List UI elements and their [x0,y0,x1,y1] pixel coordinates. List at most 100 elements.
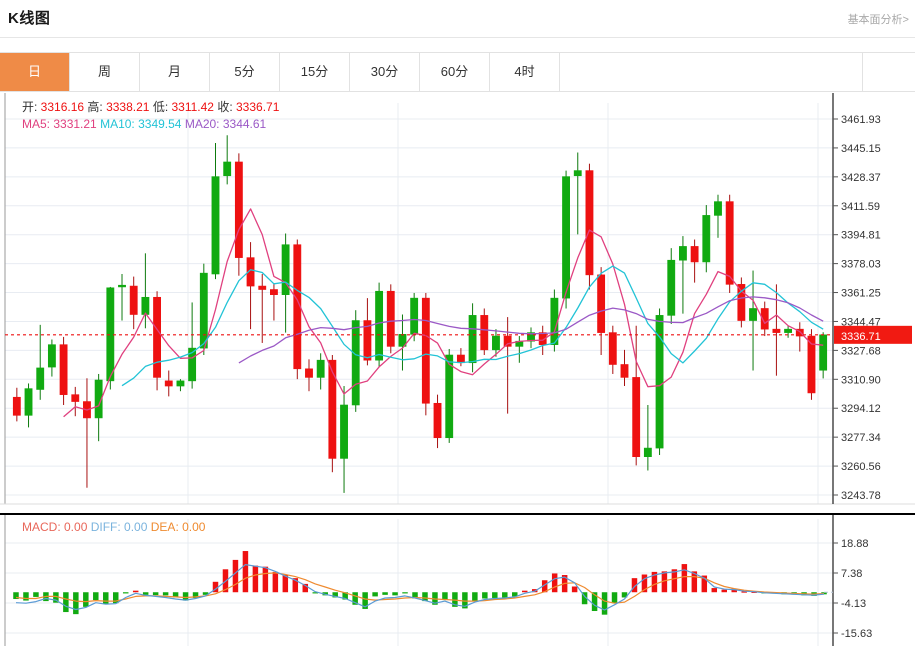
candle-body [24,388,33,416]
macd-bar [691,571,698,593]
candle-body [784,328,793,333]
macd-bar [242,551,249,593]
macd-bar [571,586,578,593]
candle-body [667,259,676,316]
ma5-line [63,208,824,418]
candle-body [760,308,769,330]
macd-bar [651,571,658,593]
candle-body [538,332,547,345]
macd-bar [292,578,299,593]
tab-5[interactable]: 30分 [350,53,420,91]
macd-bar [272,571,279,593]
candle-body [94,379,103,419]
macd-bar [23,592,29,601]
candle-body [363,320,372,361]
candle-body [36,367,45,390]
ma20-line [238,296,824,364]
macd-bar [372,592,378,597]
macd-bar [212,581,219,593]
price-tick-label: 3294.12 [841,403,881,415]
candle-body [129,285,138,315]
macd-background [0,515,915,650]
candle-body [421,297,430,404]
candle-body [118,284,126,288]
price-tick-label: 3327.68 [841,345,881,357]
price-tick-label: 3378.03 [841,259,881,271]
current-price-tag [834,325,912,344]
candle-body [211,176,220,275]
page-header: K线图 基本面分析> [0,0,915,38]
macd-bar [392,592,398,596]
period-tabbar: 日周月 5分 15分 30分 60分 4时 [0,52,915,92]
macd-bar [73,592,79,615]
fundamental-analysis-link[interactable]: 基本面分析> [847,14,909,26]
candle-body [433,402,442,439]
candle-body [737,284,746,321]
macd-bar [63,592,69,613]
macd-bar [122,592,129,594]
macd-bar [512,592,518,597]
price-tick-label: 3411.59 [841,201,880,213]
candle-body [281,244,290,295]
tab-3[interactable]: 5分 [210,53,280,91]
macd-bar [472,592,478,602]
candle-body [795,328,804,337]
candle-body [562,176,570,299]
price-background [0,93,915,510]
chart-area: 3461.93 3445.15 3428.37 3411.59 3394.81 3378.… [0,93,915,650]
price-pane[interactable]: 3461.93 3445.15 3428.37 3411.59 3394.81 3378.… [0,93,915,510]
macd-bar [681,564,688,593]
candle-body [480,315,489,351]
macd-bar [202,592,209,595]
macd-bar [522,590,528,593]
macd-bar [701,575,708,593]
macd-axis-labels: 18.88 7.38 -4.13 -15.63 [833,538,872,640]
candle-body [305,368,313,378]
candle-body [714,201,722,216]
macd-bar [741,591,747,593]
candle-body [258,285,267,290]
candle-body [386,290,395,347]
macd-bar [113,592,119,604]
macd-bar [342,592,348,600]
macd-bar [611,592,618,604]
macd-bar [352,592,358,605]
candle-body [725,201,734,285]
tab-0[interactable]: 日 [0,53,70,91]
current-price-tag-label: 3336.71 [841,331,881,343]
candle-body [340,404,348,459]
tabbar-tail [863,53,915,91]
price-tick-label: 3344.47 [841,316,881,328]
candle-body [71,394,80,402]
macd-bar [412,592,418,599]
candle-body [492,335,500,351]
candle-body [468,315,477,364]
tab-1[interactable]: 周 [70,53,140,91]
macd-bar [422,592,428,602]
macd-bar [492,592,498,598]
macd-bar [601,592,608,615]
macd-bar [711,588,718,593]
tab-6[interactable]: 60分 [420,53,490,91]
macd-bar [93,592,99,601]
tab-2[interactable]: 月 [140,53,210,91]
candlestick-svg[interactable]: 3461.93 3445.15 3428.37 3411.59 3394.81 3378.… [0,93,915,510]
macd-bar [551,573,558,593]
macd-tick-label: 18.88 [841,538,869,550]
candle-body [316,359,325,378]
macd-pane[interactable]: 18.88 7.38 -4.13 -15.63 MACD: 0.00 DIFF: 0.0… [0,513,915,652]
macd-bar [382,592,388,595]
tab-4[interactable]: 15分 [280,53,350,91]
macd-bar [591,592,598,612]
tab-7[interactable]: 4时 [490,53,560,91]
macd-svg[interactable]: 18.88 7.38 -4.13 -15.63 MACD: 0.00 DIFF: 0.0… [0,515,915,650]
macd-bar [362,592,368,609]
macd-bar [83,592,89,607]
ohlc-legend-row: 开: 3316.16 高: 3338.21 低: 3311.42 收: 3336… [22,99,280,114]
macd-bar [482,592,488,599]
candle-body [176,380,185,387]
macd-bar [402,592,408,594]
candle-body [702,215,711,263]
macd-bar [502,592,508,598]
macd-bar [282,574,289,593]
